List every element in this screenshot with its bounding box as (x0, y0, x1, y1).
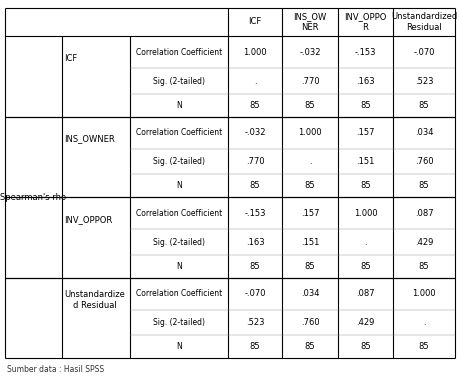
Text: N: N (176, 342, 181, 351)
Text: .087: .087 (355, 289, 374, 298)
Text: Correlation Coefficient: Correlation Coefficient (135, 289, 222, 298)
Text: Sig. (2-tailed): Sig. (2-tailed) (153, 77, 205, 86)
Text: Sig. (2-tailed): Sig. (2-tailed) (153, 238, 205, 247)
Text: .429: .429 (356, 318, 374, 327)
Text: -.153: -.153 (354, 48, 375, 57)
Text: 85: 85 (304, 181, 314, 190)
Text: .151: .151 (300, 238, 319, 247)
Text: 85: 85 (359, 342, 370, 351)
Text: INS_OWNER: INS_OWNER (64, 135, 114, 144)
Text: 85: 85 (418, 342, 428, 351)
Text: -.153: -.153 (244, 208, 265, 218)
Text: 1.000: 1.000 (411, 289, 435, 298)
Text: 85: 85 (304, 262, 314, 271)
Text: INV_OPPO
R: INV_OPPO R (344, 12, 386, 32)
Text: INV_OPPOR: INV_OPPOR (64, 215, 112, 224)
Text: Correlation Coefficient: Correlation Coefficient (135, 128, 222, 137)
Text: .: . (364, 238, 366, 247)
Text: 85: 85 (304, 101, 314, 110)
Text: .163: .163 (355, 77, 374, 86)
Text: 1.000: 1.000 (297, 128, 321, 137)
Text: .: . (422, 318, 425, 327)
Text: 85: 85 (249, 101, 260, 110)
Text: Sig. (2-tailed): Sig. (2-tailed) (153, 318, 205, 327)
Text: .034: .034 (414, 128, 432, 137)
Text: 85: 85 (418, 101, 428, 110)
Text: -.032: -.032 (299, 48, 320, 57)
Text: 1.000: 1.000 (243, 48, 266, 57)
Text: .760: .760 (300, 318, 319, 327)
Text: -.032: -.032 (244, 128, 265, 137)
Text: ICF: ICF (64, 54, 77, 63)
Text: 85: 85 (249, 342, 260, 351)
Text: .157: .157 (355, 128, 374, 137)
Text: Correlation Coefficient: Correlation Coefficient (135, 208, 222, 218)
Text: 85: 85 (418, 262, 428, 271)
Text: Unstandardize
d Residual: Unstandardize d Residual (64, 290, 124, 310)
Text: 85: 85 (359, 101, 370, 110)
Text: .034: .034 (300, 289, 319, 298)
Text: N: N (176, 101, 181, 110)
Text: 85: 85 (359, 181, 370, 190)
Text: .: . (308, 157, 311, 166)
Text: Unstandardized
Residual: Unstandardized Residual (390, 12, 456, 32)
Text: Spearman's rho: Spearman's rho (0, 193, 67, 201)
Text: INS_OW
NER: INS_OW NER (293, 12, 326, 32)
Text: .157: .157 (300, 208, 319, 218)
Text: N: N (176, 181, 181, 190)
Text: Sig. (2-tailed): Sig. (2-tailed) (153, 157, 205, 166)
Text: .151: .151 (356, 157, 374, 166)
Text: Correlation Coefficient: Correlation Coefficient (135, 48, 222, 57)
Text: -.070: -.070 (412, 48, 434, 57)
Text: .163: .163 (245, 238, 264, 247)
Text: N: N (176, 262, 181, 271)
Text: 1.000: 1.000 (353, 208, 376, 218)
Text: .: . (253, 77, 256, 86)
Text: .429: .429 (414, 238, 432, 247)
Text: .087: .087 (414, 208, 432, 218)
Text: 85: 85 (304, 342, 314, 351)
Text: .523: .523 (245, 318, 263, 327)
Text: -.070: -.070 (244, 289, 265, 298)
Text: Sumber data : Hasil SPSS: Sumber data : Hasil SPSS (7, 365, 104, 374)
Text: ICF: ICF (248, 17, 261, 26)
Text: 85: 85 (359, 262, 370, 271)
Text: .770: .770 (245, 157, 264, 166)
Text: 85: 85 (249, 181, 260, 190)
Text: .760: .760 (414, 157, 432, 166)
Text: 85: 85 (249, 262, 260, 271)
Text: .523: .523 (414, 77, 432, 86)
Text: 85: 85 (418, 181, 428, 190)
Text: .770: .770 (300, 77, 319, 86)
